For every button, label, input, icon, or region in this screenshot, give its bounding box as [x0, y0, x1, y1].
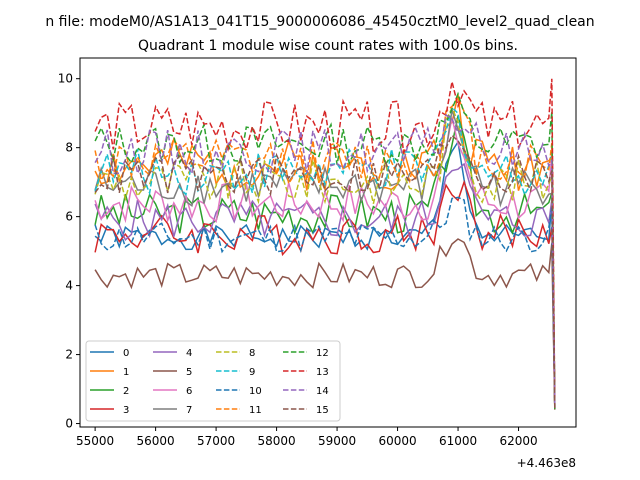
x-tick-label: 57000: [197, 434, 235, 448]
legend-label-11: 11: [249, 405, 262, 416]
legend-label-14: 14: [316, 386, 329, 397]
x-tick-label: 59000: [318, 434, 356, 448]
x-offset-label: +4.463e8: [517, 456, 576, 470]
series-line-7: [94, 109, 556, 408]
x-axis: 55000 56000 57000 58000 59000 60000 61000 62000: [76, 427, 538, 448]
x-tick-label: 58000: [257, 434, 295, 448]
figure-suptitle: n file: modeM0/AS1A13_041T15_9000006086_…: [45, 14, 594, 30]
legend-label-12: 12: [316, 348, 329, 359]
legend-label-3: 3: [123, 405, 129, 416]
legend-label-5: 5: [186, 367, 192, 378]
legend-label-7: 7: [186, 405, 192, 416]
series-line-10: [94, 196, 556, 407]
x-tick-label: 55000: [76, 434, 114, 448]
legend-label-8: 8: [249, 348, 255, 359]
chart-title: Quadrant 1 module wise count rates with …: [138, 38, 518, 54]
legend-label-0: 0: [123, 348, 129, 359]
series-line-3: [94, 179, 556, 407]
y-tick-label: 4: [65, 279, 73, 293]
series-line-14: [94, 113, 556, 407]
series-line-4: [94, 162, 556, 409]
series-line-8: [94, 106, 556, 409]
y-tick-label: 6: [65, 210, 73, 224]
legend-label-4: 4: [186, 348, 192, 359]
legend-label-9: 9: [249, 367, 255, 378]
series-layer: [94, 78, 556, 410]
series-line-13: [94, 78, 556, 406]
series-line-5: [94, 238, 556, 410]
axes-frame: [79, 57, 577, 428]
y-tick-label: 8: [65, 141, 73, 155]
legend-label-6: 6: [186, 386, 192, 397]
legend-label-13: 13: [316, 367, 329, 378]
legend-label-2: 2: [123, 386, 129, 397]
series-line-15: [94, 134, 556, 409]
x-tick-label: 62000: [499, 434, 537, 448]
x-tick-label: 56000: [137, 434, 175, 448]
y-tick-label: 10: [58, 72, 73, 86]
x-tick-label: 61000: [439, 434, 477, 448]
legend-label-15: 15: [316, 405, 329, 416]
legend-box: [85, 340, 341, 422]
y-tick-label: 2: [65, 348, 73, 362]
x-tick-label: 60000: [378, 434, 416, 448]
legend-label-1: 1: [123, 367, 129, 378]
y-axis: 0 2 4 6 8 10: [58, 72, 80, 431]
y-tick-label: 0: [65, 417, 73, 431]
legend-label-10: 10: [249, 386, 262, 397]
